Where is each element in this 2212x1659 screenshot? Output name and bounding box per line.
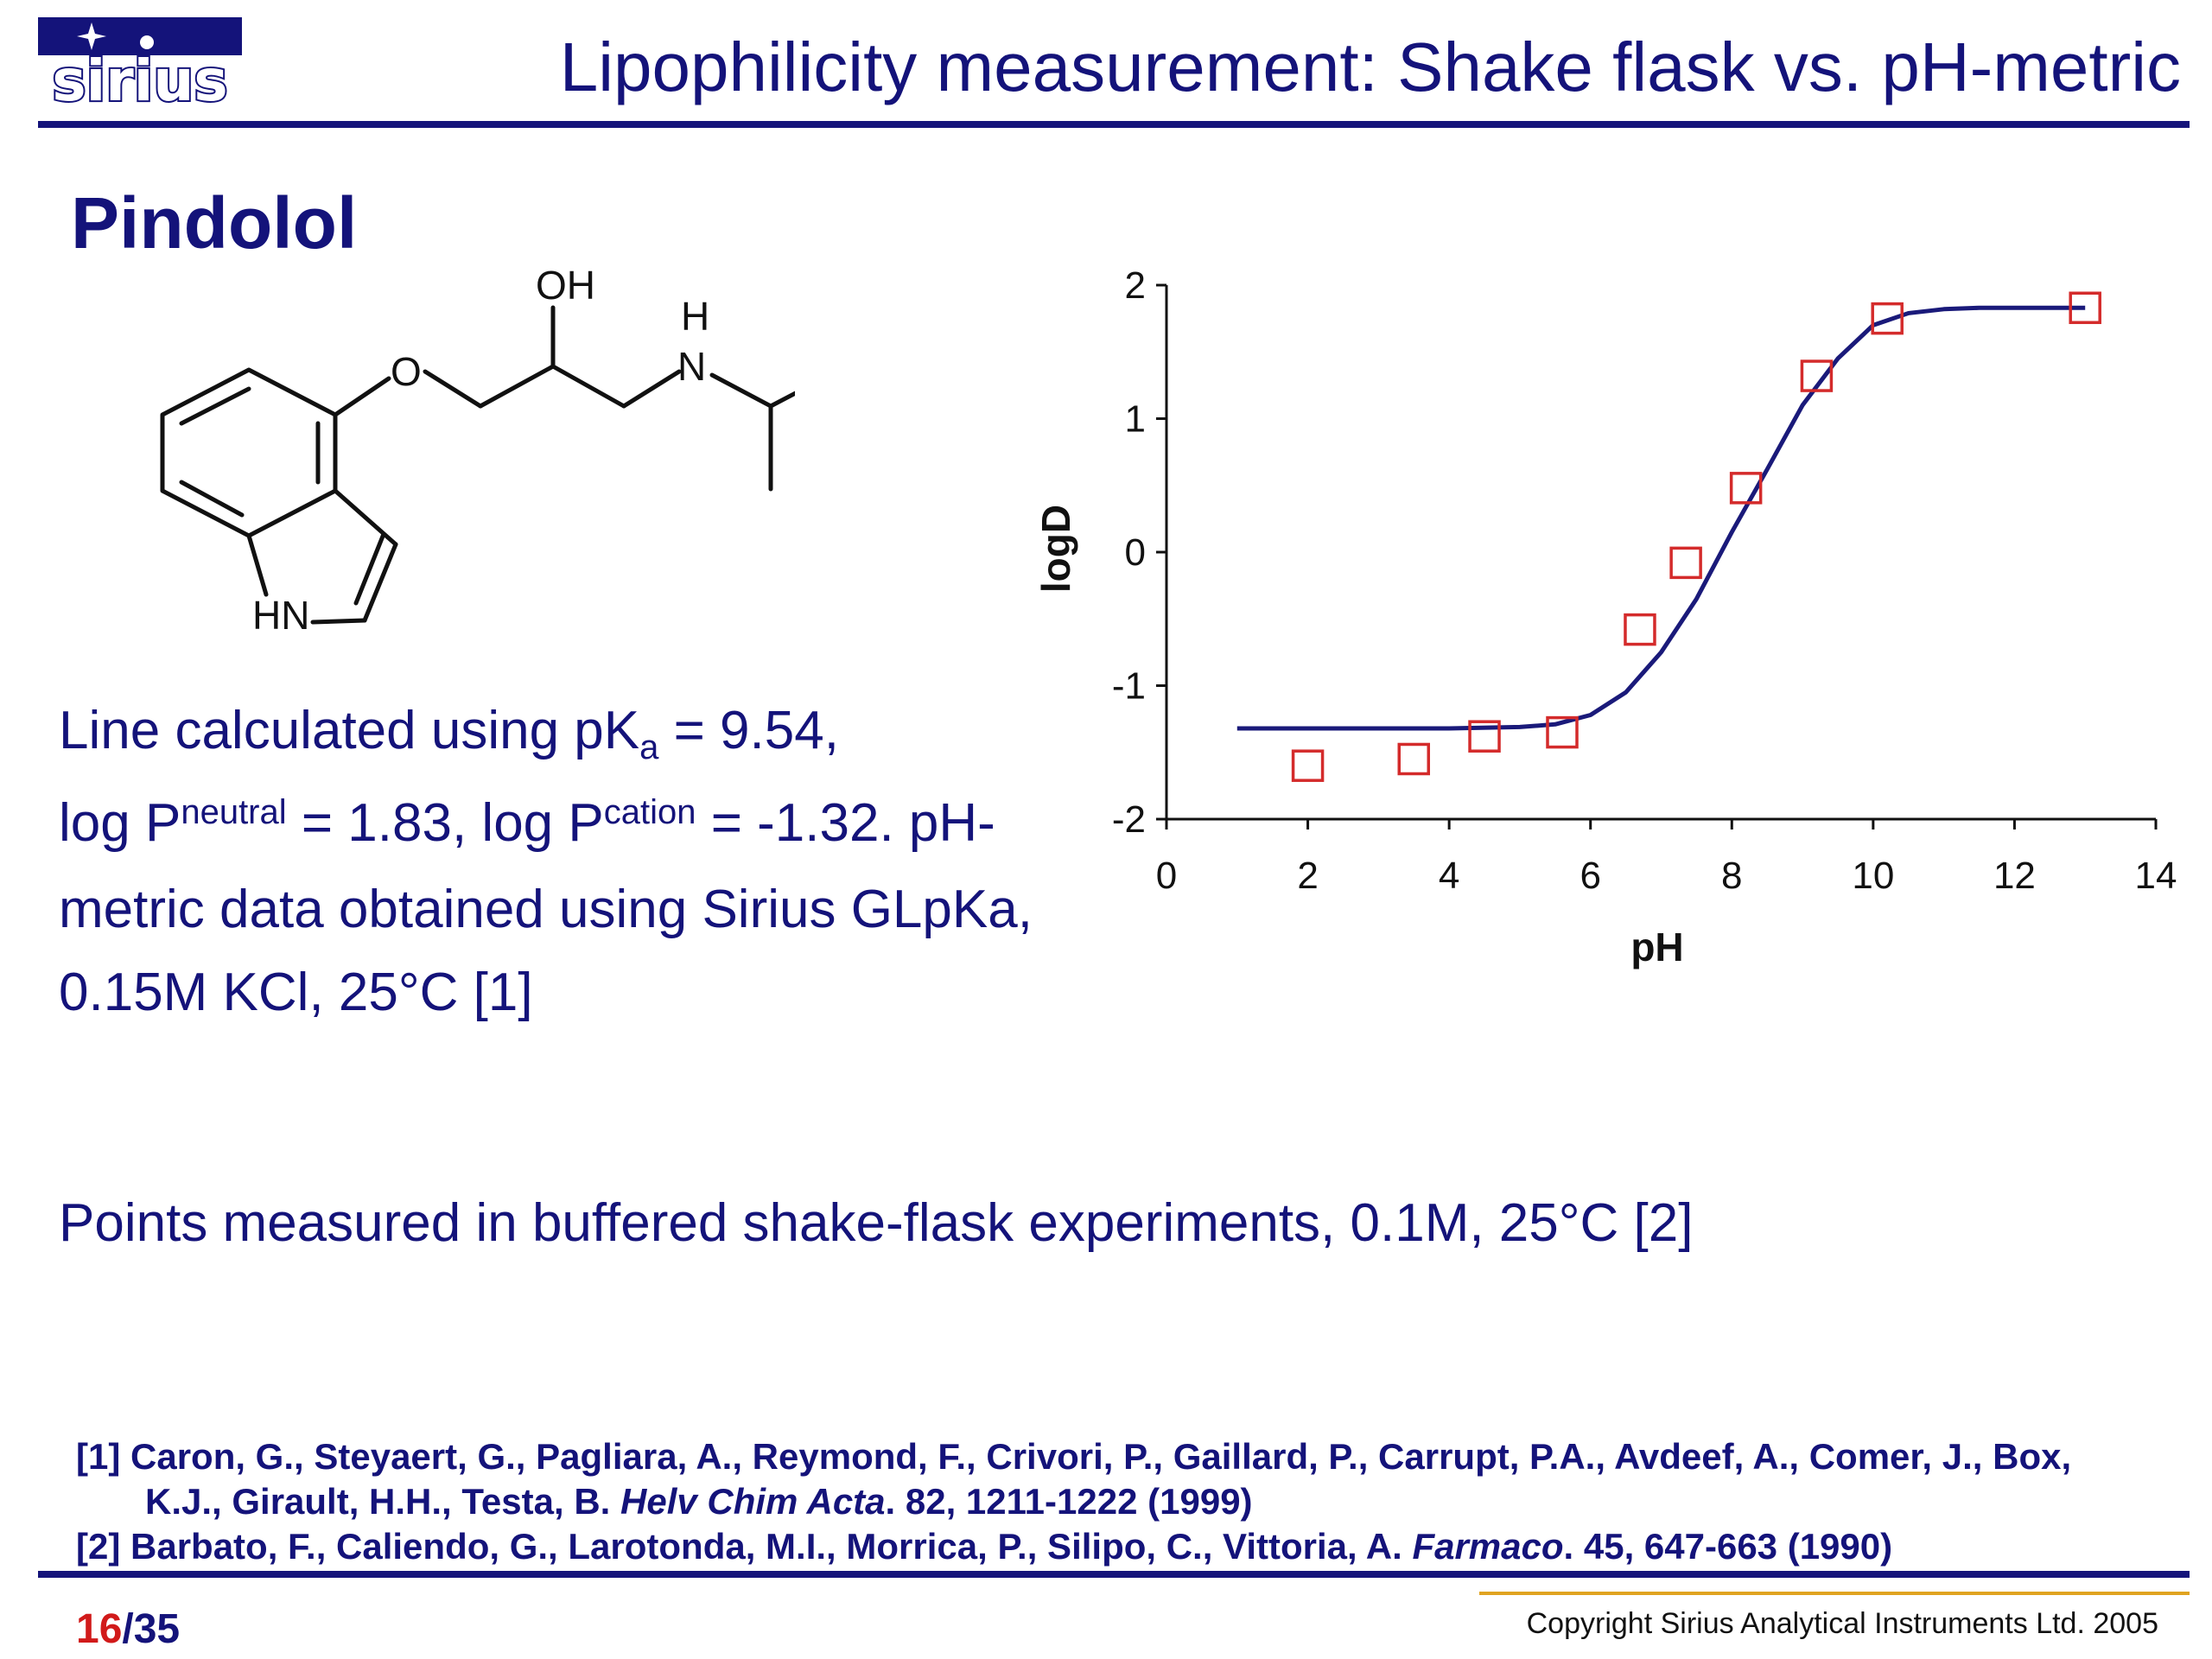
y-tick-label: 0 (1125, 531, 1146, 574)
shake-flask-point (1669, 546, 1702, 580)
x-tick-label: 8 (1721, 855, 1742, 897)
copyright-text: Copyright Sirius Analytical Instruments … (1526, 1607, 2158, 1640)
page-number: 16/35 (76, 1606, 181, 1652)
y-axis-title: logD (1033, 505, 1078, 593)
star-icon (77, 22, 106, 50)
points-description: Points measured in buffered shake-flask … (59, 1193, 1694, 1253)
shake-flask-point (1800, 359, 1834, 392)
x-tick-label: 10 (1852, 855, 1894, 897)
label-n: N (677, 344, 706, 389)
note-line-1: Line calculated using pKa = 9.54, (59, 701, 839, 766)
footer-accent-line (1479, 1592, 2190, 1595)
x-tick-label: 6 (1580, 855, 1600, 897)
x-axis-title: pH (1630, 925, 1683, 969)
y-tick-label: 1 (1125, 398, 1146, 441)
y-tick-label: 2 (1125, 264, 1146, 307)
reference-1-line-1: [1] Caron, G., Steyaert, G., Pagliara, A… (76, 1436, 2072, 1477)
y-tick-label: -1 (1112, 665, 1146, 708)
reference-1-line-2: K.J., Girault, H.H., Testa, B. Helv Chim… (145, 1481, 1253, 1522)
label-o: O (391, 349, 422, 394)
compound-name: Pindolol (71, 182, 358, 264)
shake-flask-point (2069, 291, 2101, 325)
shake-flask-point (1871, 302, 1904, 335)
label-h: H (681, 294, 709, 339)
calculated-logd-line (1236, 305, 2086, 731)
x-tick-label: 2 (1297, 855, 1318, 897)
dot-icon (140, 35, 154, 49)
shake-flask-point (1397, 742, 1430, 776)
note-line-3: metric data obtained using Sirius GLpKa, (59, 880, 1033, 939)
shake-flask-point (1624, 613, 1656, 646)
label-oh: OH (536, 263, 595, 308)
shake-flask-point (1729, 472, 1763, 505)
shake-flask-point (1291, 749, 1325, 782)
logo-text: sirius (52, 48, 227, 107)
benzene-ring (160, 367, 338, 538)
x-tick-label: 4 (1439, 855, 1459, 897)
shake-flask-point (1468, 720, 1501, 753)
x-tick-label: 12 (1993, 855, 2036, 897)
reference-2: [2] Barbato, F., Caliendo, G., Larotonda… (76, 1526, 1893, 1567)
header-divider (38, 121, 2190, 128)
pindolol-structure: O OH H N HN (160, 263, 795, 638)
page-title: Lipophilicity measurement: Shake flask v… (559, 29, 2181, 105)
note-line-2: log Pneutral = 1.83, log Pcation = -1.32… (59, 793, 995, 853)
footer-divider (38, 1571, 2190, 1578)
sirius-logo: sirius (38, 17, 242, 107)
x-tick-label: 14 (2135, 855, 2177, 897)
shake-flask-point (1546, 715, 1579, 749)
x-tick-label: 0 (1156, 855, 1177, 897)
note-line-4: 0.15M KCl, 25°C [1] (59, 963, 533, 1022)
label-hn: HN (252, 593, 309, 638)
y-tick-label: -2 (1112, 798, 1146, 841)
